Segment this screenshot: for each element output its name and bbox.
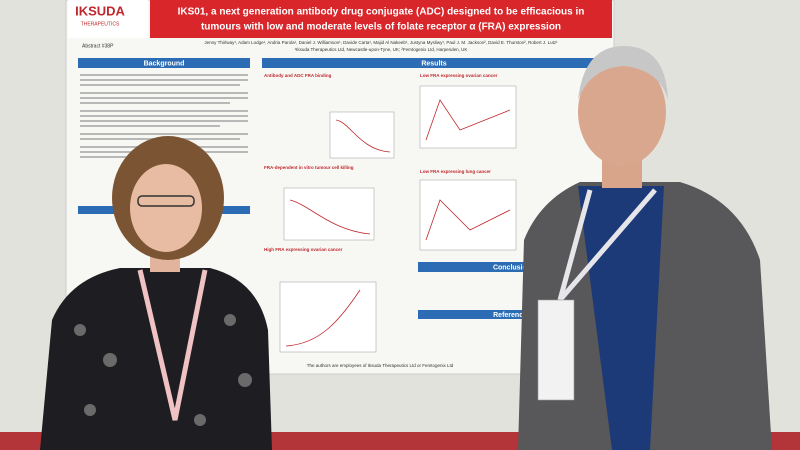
subheading: Low FRA expressing ovarian cancer bbox=[420, 73, 498, 78]
logo-tagline: THERAPEUTICS bbox=[81, 21, 120, 27]
subheading: FRA-dependent in vitro tumour cell killi… bbox=[264, 165, 354, 170]
abstract-number: Abstract #38P bbox=[82, 43, 114, 49]
person-left bbox=[40, 136, 272, 450]
subheading: Low FRA expressing lung cancer bbox=[420, 169, 491, 174]
affiliations: ¹Iksuda Therapeutics Ltd, Newcastle-upon… bbox=[295, 47, 468, 52]
title-band bbox=[150, 0, 612, 38]
section-title: References bbox=[493, 312, 531, 319]
section-title: Results bbox=[421, 60, 446, 67]
section-title: Conclusion bbox=[493, 264, 531, 271]
section-bar bbox=[418, 262, 606, 272]
authors: Jenny Thirlway¹, Adam Lodge¹, Andria Par… bbox=[204, 40, 558, 45]
logo: IKSUDA bbox=[75, 3, 125, 18]
logo-box bbox=[68, 0, 148, 38]
person-right bbox=[518, 46, 772, 450]
poster-title: IKS01, a next generation antibody drug c… bbox=[178, 7, 585, 18]
subheading: Antibody and ADC FRA binding bbox=[264, 73, 332, 78]
poster-title: tumours with low and moderate levels of … bbox=[201, 22, 561, 33]
section-title: Background bbox=[144, 60, 185, 67]
figure-curve bbox=[285, 99, 511, 347]
subheading: High FRA expressing ovarian cancer bbox=[264, 247, 343, 252]
section-bar bbox=[78, 58, 250, 68]
figure bbox=[279, 85, 517, 353]
section-bar bbox=[262, 58, 606, 68]
section-bar bbox=[418, 310, 606, 319]
footer: The authors are employees of Iksuda Ther… bbox=[307, 363, 454, 368]
